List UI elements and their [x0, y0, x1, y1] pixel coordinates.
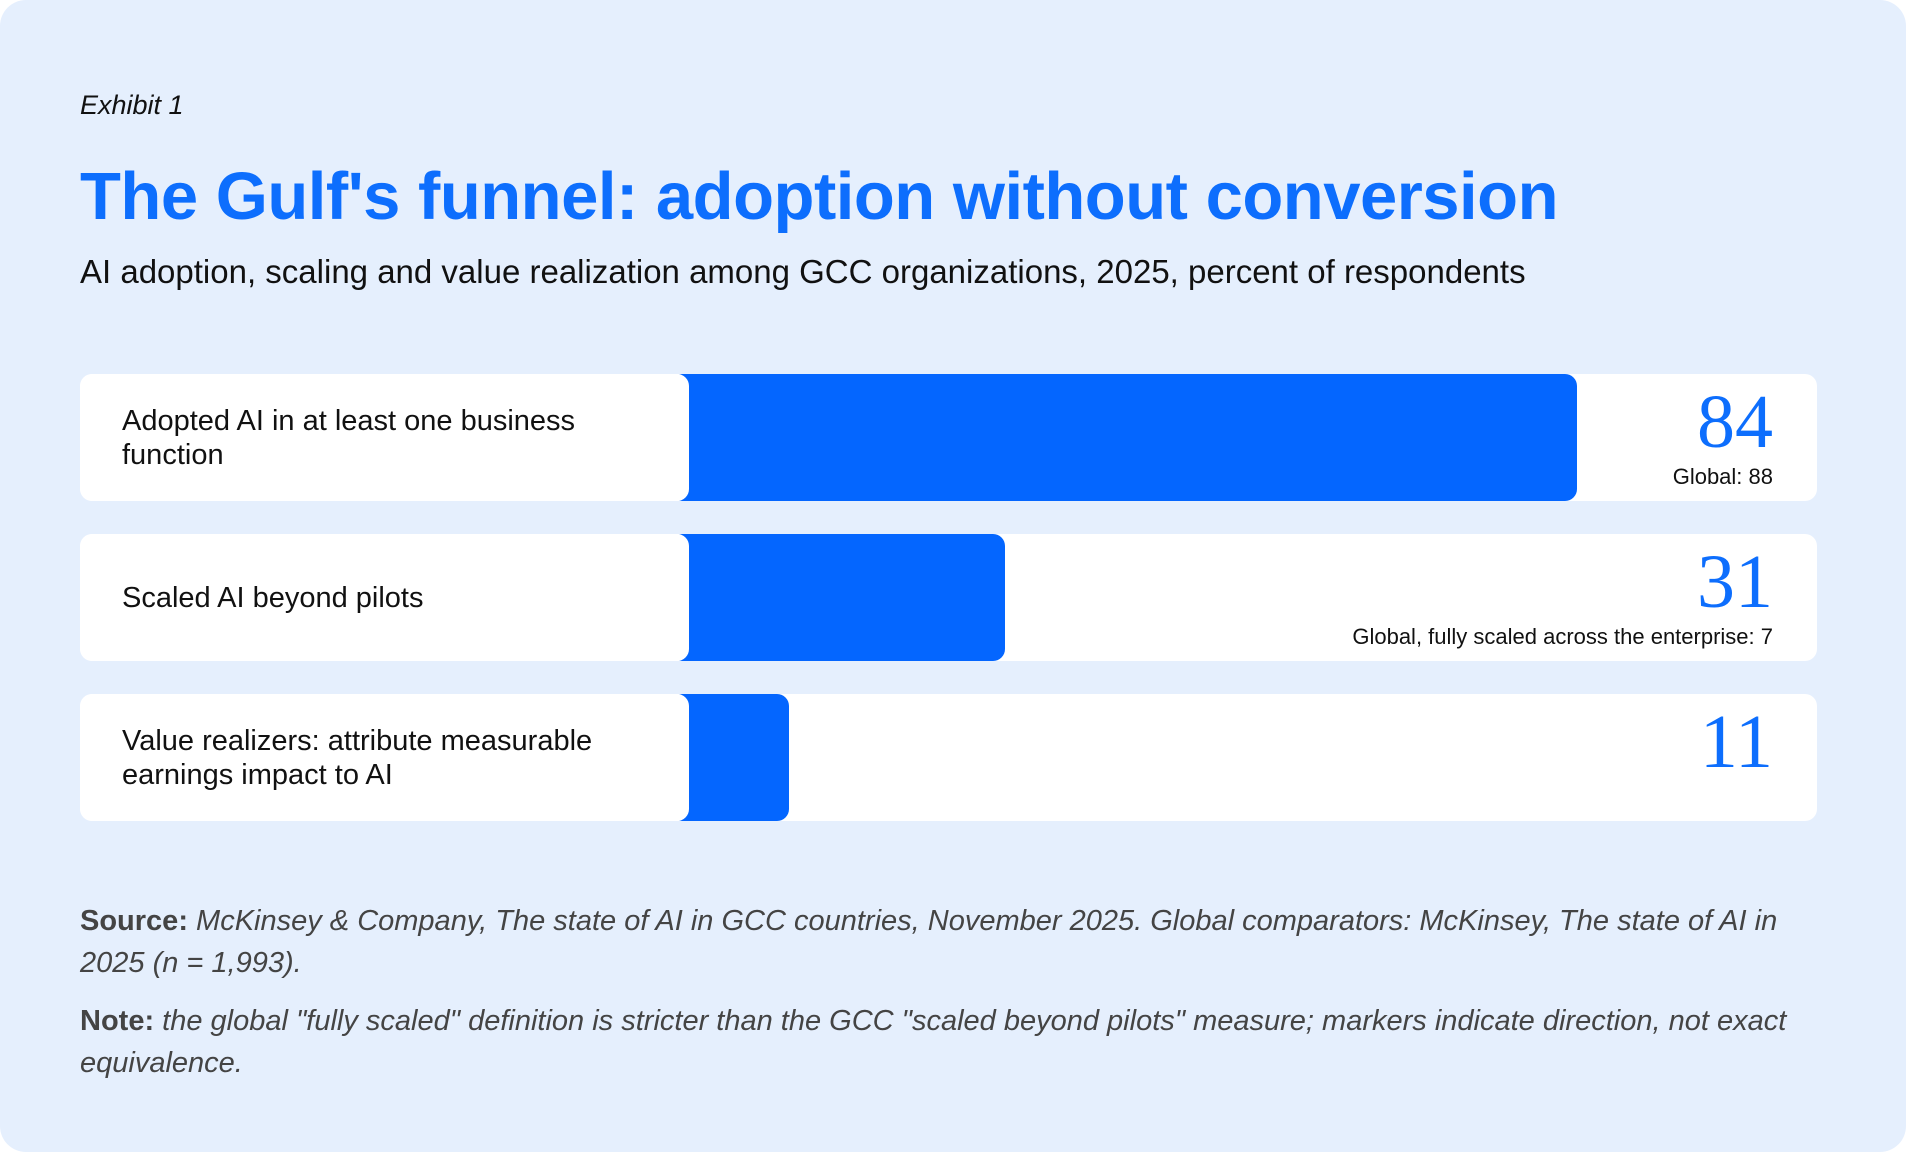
source-text: McKinsey & Company, The state of AI in G… [80, 905, 1778, 979]
value-label: 84 [1697, 380, 1773, 464]
exhibit-label: Exhibit 1 [80, 90, 184, 120]
category-label: Adopted AI in at least one business func… [122, 404, 576, 471]
chart-subtitle: AI adoption, scaling and value realizati… [80, 253, 1526, 290]
label-box-value: Value realizers: attribute measurable ea… [80, 694, 689, 821]
bar-adopted [670, 374, 1578, 501]
bar-row-value: Value realizers: attribute measurable ea… [80, 694, 1817, 821]
footnote: Note: the global "fully scaled" definiti… [80, 1000, 1820, 1084]
bar-scaled [670, 534, 1005, 661]
value-label: 11 [1699, 700, 1773, 784]
global-annotation: Global, fully scaled across the enterpri… [1352, 624, 1773, 649]
chart-title: The Gulf's funnel: adoption without conv… [80, 159, 1559, 234]
bar-row-scaled: Scaled AI beyond pilots 31 Global, fully… [80, 534, 1817, 661]
bar-value [670, 694, 789, 821]
label-box-adopted: Adopted AI in at least one business func… [80, 374, 689, 501]
category-label: Value realizers: attribute measurable ea… [122, 724, 593, 791]
source-label: Source: [80, 905, 188, 937]
global-annotation: Global: 88 [1672, 464, 1773, 489]
bar-row-adopted: Adopted AI in at least one business func… [80, 374, 1817, 501]
note-label: Note: [80, 1005, 155, 1037]
note-text: the global "fully scaled" definition is … [80, 1005, 1787, 1079]
category-label: Scaled AI beyond pilots [122, 581, 424, 614]
label-box-scaled: Scaled AI beyond pilots [80, 534, 689, 661]
source-note: Source: McKinsey & Company, The state of… [80, 900, 1820, 984]
value-label: 31 [1697, 540, 1773, 624]
